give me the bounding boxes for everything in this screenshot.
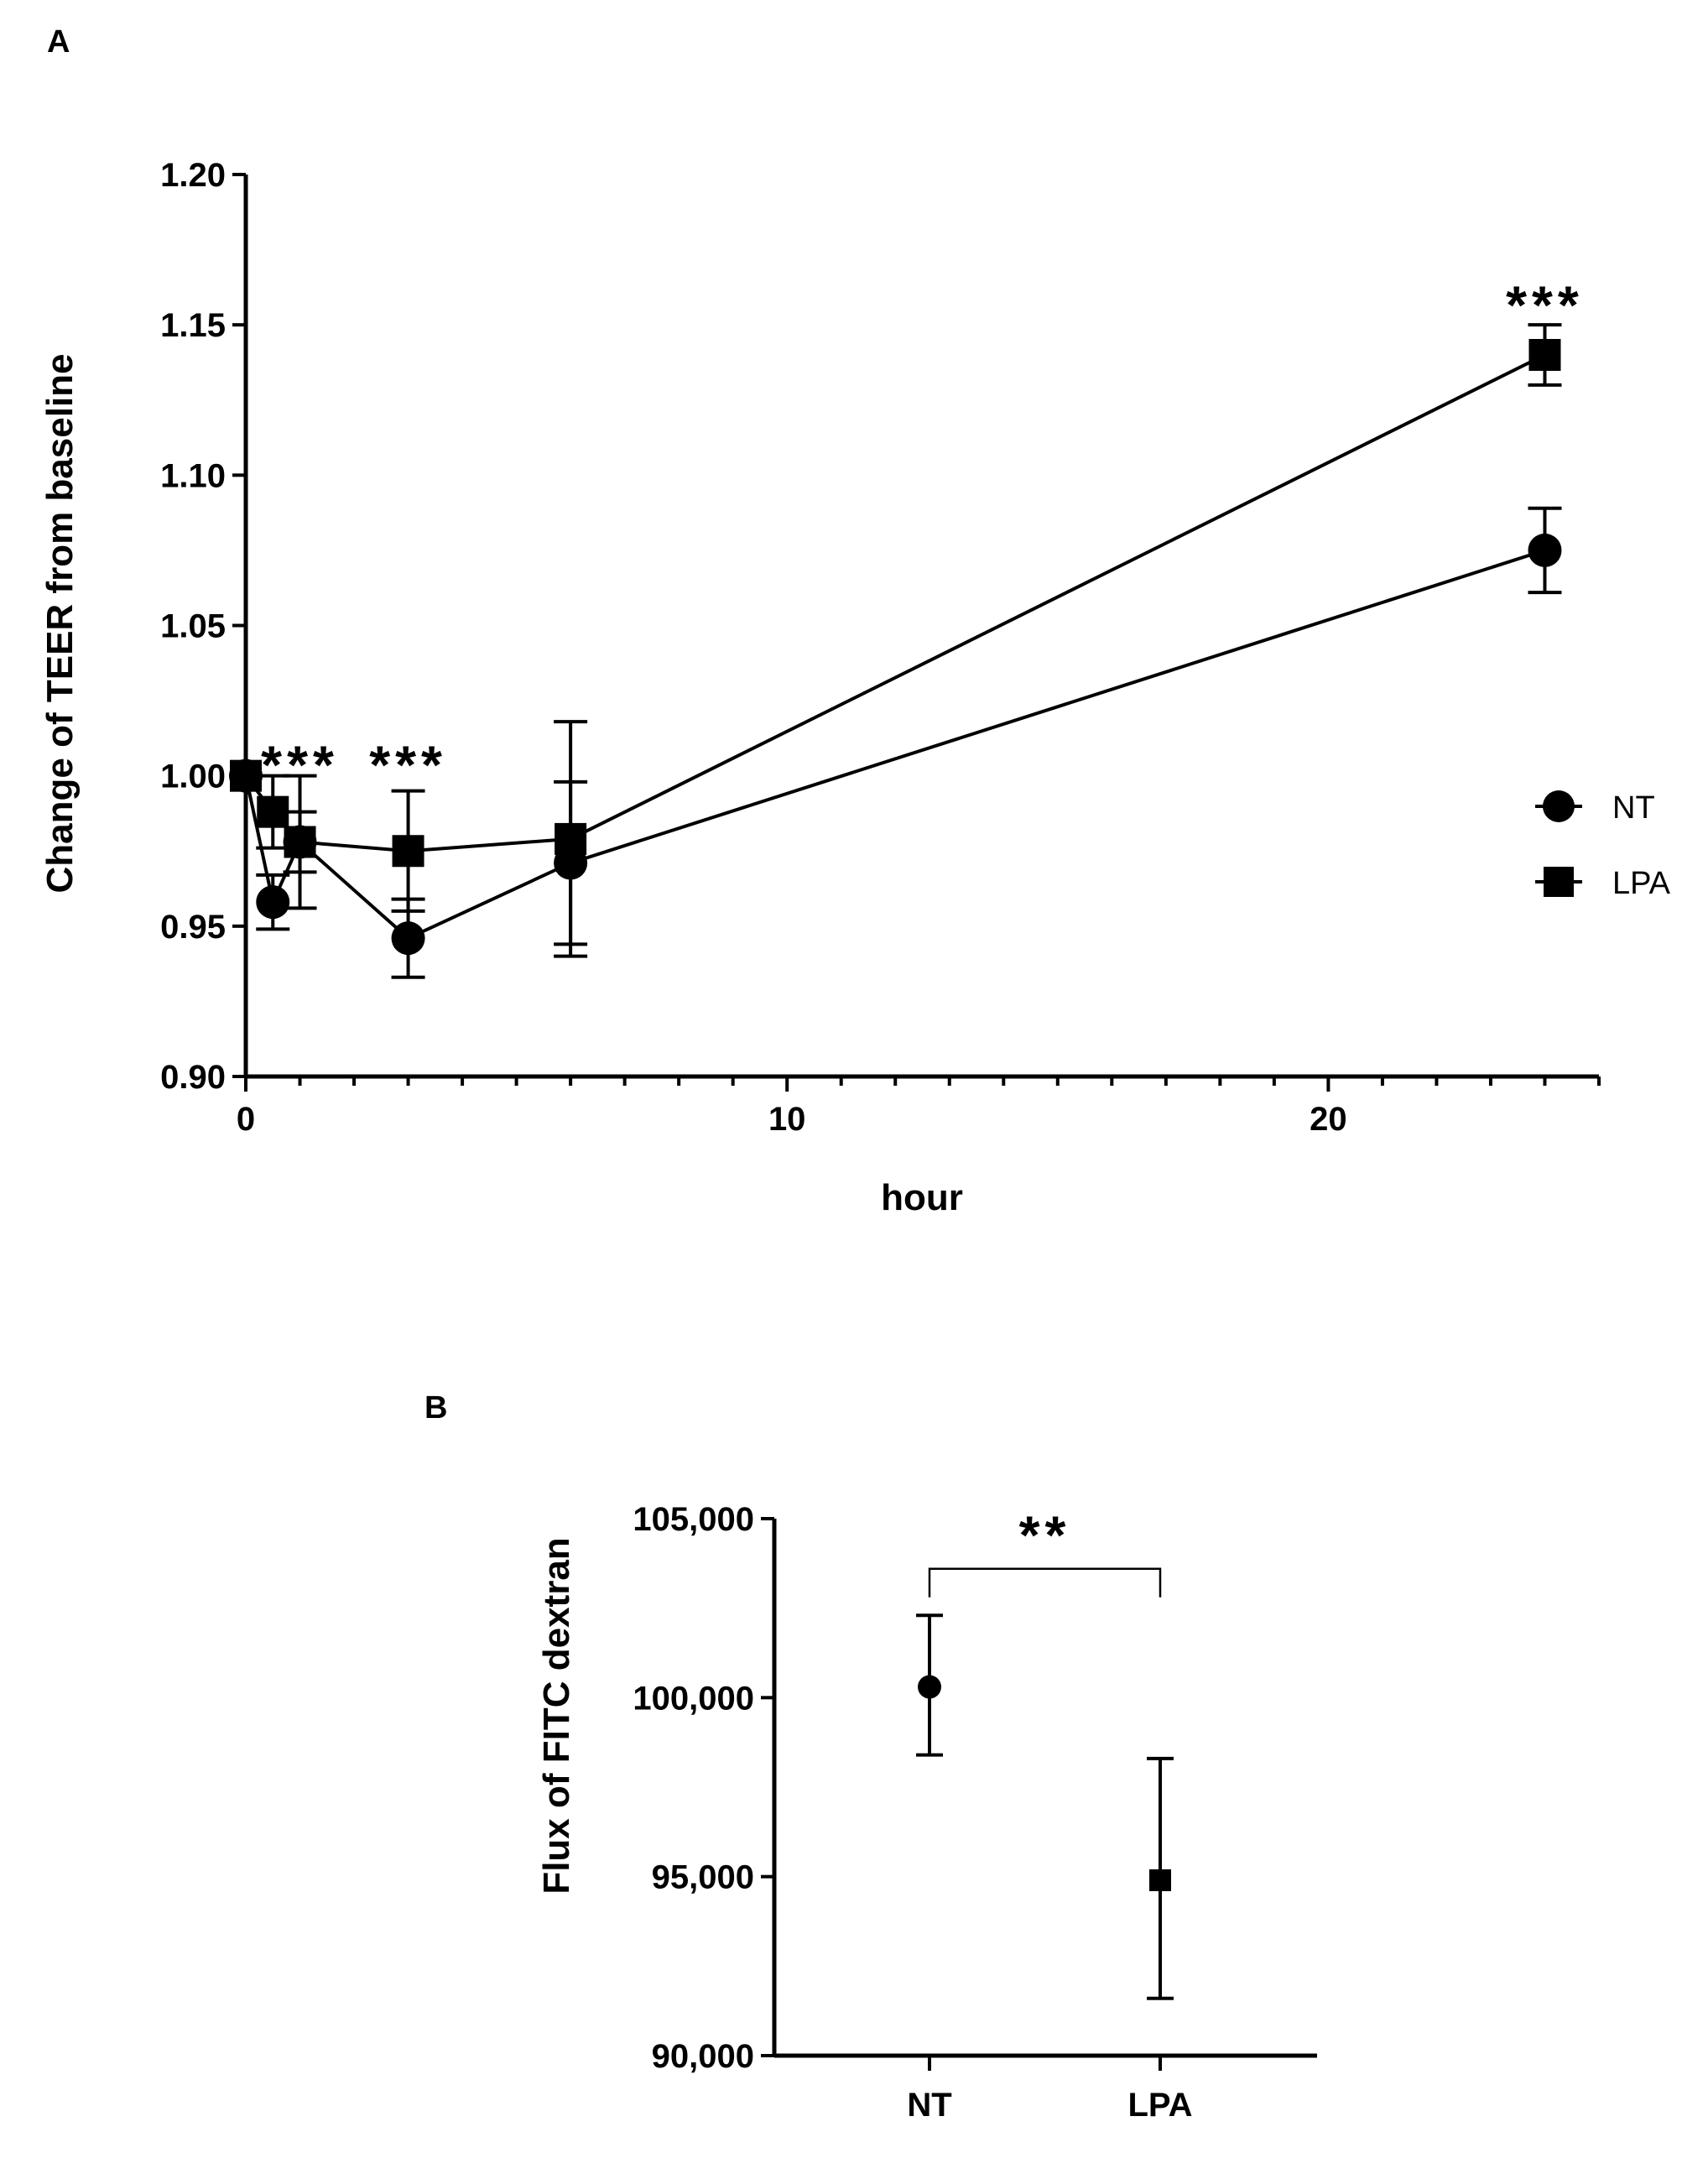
panel-b-markers xyxy=(918,1675,1171,1891)
significance-stars: *** xyxy=(261,735,339,795)
data-point-lpa xyxy=(284,826,316,858)
data-point-lpa xyxy=(1149,1869,1171,1891)
legend-item-nt: NT xyxy=(1535,790,1655,826)
panel-b-y-axis-title: Flux of FITC dextran xyxy=(536,1537,577,1894)
panel-b-y-tick-label: 105,000 xyxy=(633,1501,754,1538)
panel-b-significance: ** xyxy=(928,1505,1162,1598)
data-point-nt xyxy=(391,921,425,956)
panel-a-y-tick-label: 1.15 xyxy=(160,307,226,344)
panel-a-y-tick-label: 1.00 xyxy=(160,758,226,795)
panel-b-x-tick-label: NT xyxy=(907,2087,951,2124)
panel-a-x-axis-title: hour xyxy=(881,1177,963,1218)
panel-b-y-tick-label: 100,000 xyxy=(633,1680,754,1717)
legend-item-lpa: LPA xyxy=(1535,866,1671,901)
panel-b-y-tick-label: 95,000 xyxy=(652,1859,754,1896)
legend-nt-marker xyxy=(1543,790,1575,822)
panel-a-y-tick-label: 1.10 xyxy=(160,457,226,494)
panel-a-series-lines xyxy=(244,353,1546,941)
panel-a-y-tick-label: 0.95 xyxy=(160,909,226,946)
panel-b-ticks: 90,000 95,000 100,000 105,000 NT LPA xyxy=(633,1501,1192,2124)
data-point-lpa xyxy=(257,795,289,828)
panel-b-label: B xyxy=(424,1390,447,1426)
panel-a-axes xyxy=(243,175,1599,1079)
panel-a-label: A xyxy=(47,24,70,60)
significance-bracket xyxy=(928,1567,1162,1598)
panel-a-y-tick-label: 1.20 xyxy=(160,157,226,194)
panel-a-legend: NT LPA xyxy=(1535,790,1671,901)
data-point-nt xyxy=(256,885,290,920)
panel-b: B Flux of FITC dextran 90,000 95,000 100,0… xyxy=(424,1390,1317,2124)
panel-b-axes xyxy=(772,1519,1317,2058)
panel-b-y-tick-label: 90,000 xyxy=(652,2038,754,2075)
panel-a-y-axis-title: Change of TEER from baseline xyxy=(39,354,81,894)
legend-lpa-label: LPA xyxy=(1612,866,1671,901)
panel-a: A Change of TEER from baseline hour 0.90… xyxy=(39,24,1671,1218)
significance-stars: *** xyxy=(369,735,447,795)
data-point-nt xyxy=(1528,533,1562,567)
panel-a-markers xyxy=(229,339,1562,956)
panel-a-x-tick-label: 20 xyxy=(1310,1101,1347,1138)
legend-nt-label: NT xyxy=(1612,790,1655,826)
legend-lpa-marker xyxy=(1544,867,1574,897)
panel-a-ticks: 0.90 0.95 1.00 1.05 1.10 1.15 1.20 0 10 20 xyxy=(160,157,1601,1138)
panel-a-annotations: *** *** *** xyxy=(261,274,1584,795)
panel-b-x-tick-label: LPA xyxy=(1127,2087,1192,2124)
panel-a-x-tick-label: 0 xyxy=(237,1101,255,1138)
significance-stars: *** xyxy=(1506,274,1584,335)
panel-b-error-bars xyxy=(916,1613,1174,2000)
significance-stars: ** xyxy=(1019,1505,1071,1566)
data-point-lpa xyxy=(392,835,424,868)
panel-a-x-tick-label: 10 xyxy=(768,1101,806,1138)
series-line-nt xyxy=(244,548,1546,941)
data-point-lpa xyxy=(230,759,262,792)
panel-a-error-bars xyxy=(256,323,1562,979)
data-point-nt xyxy=(918,1675,941,1699)
panel-a-y-tick-label: 0.90 xyxy=(160,1059,226,1096)
data-point-lpa xyxy=(555,822,587,855)
data-point-lpa xyxy=(1528,339,1561,371)
panel-a-y-tick-label: 1.05 xyxy=(160,608,226,645)
